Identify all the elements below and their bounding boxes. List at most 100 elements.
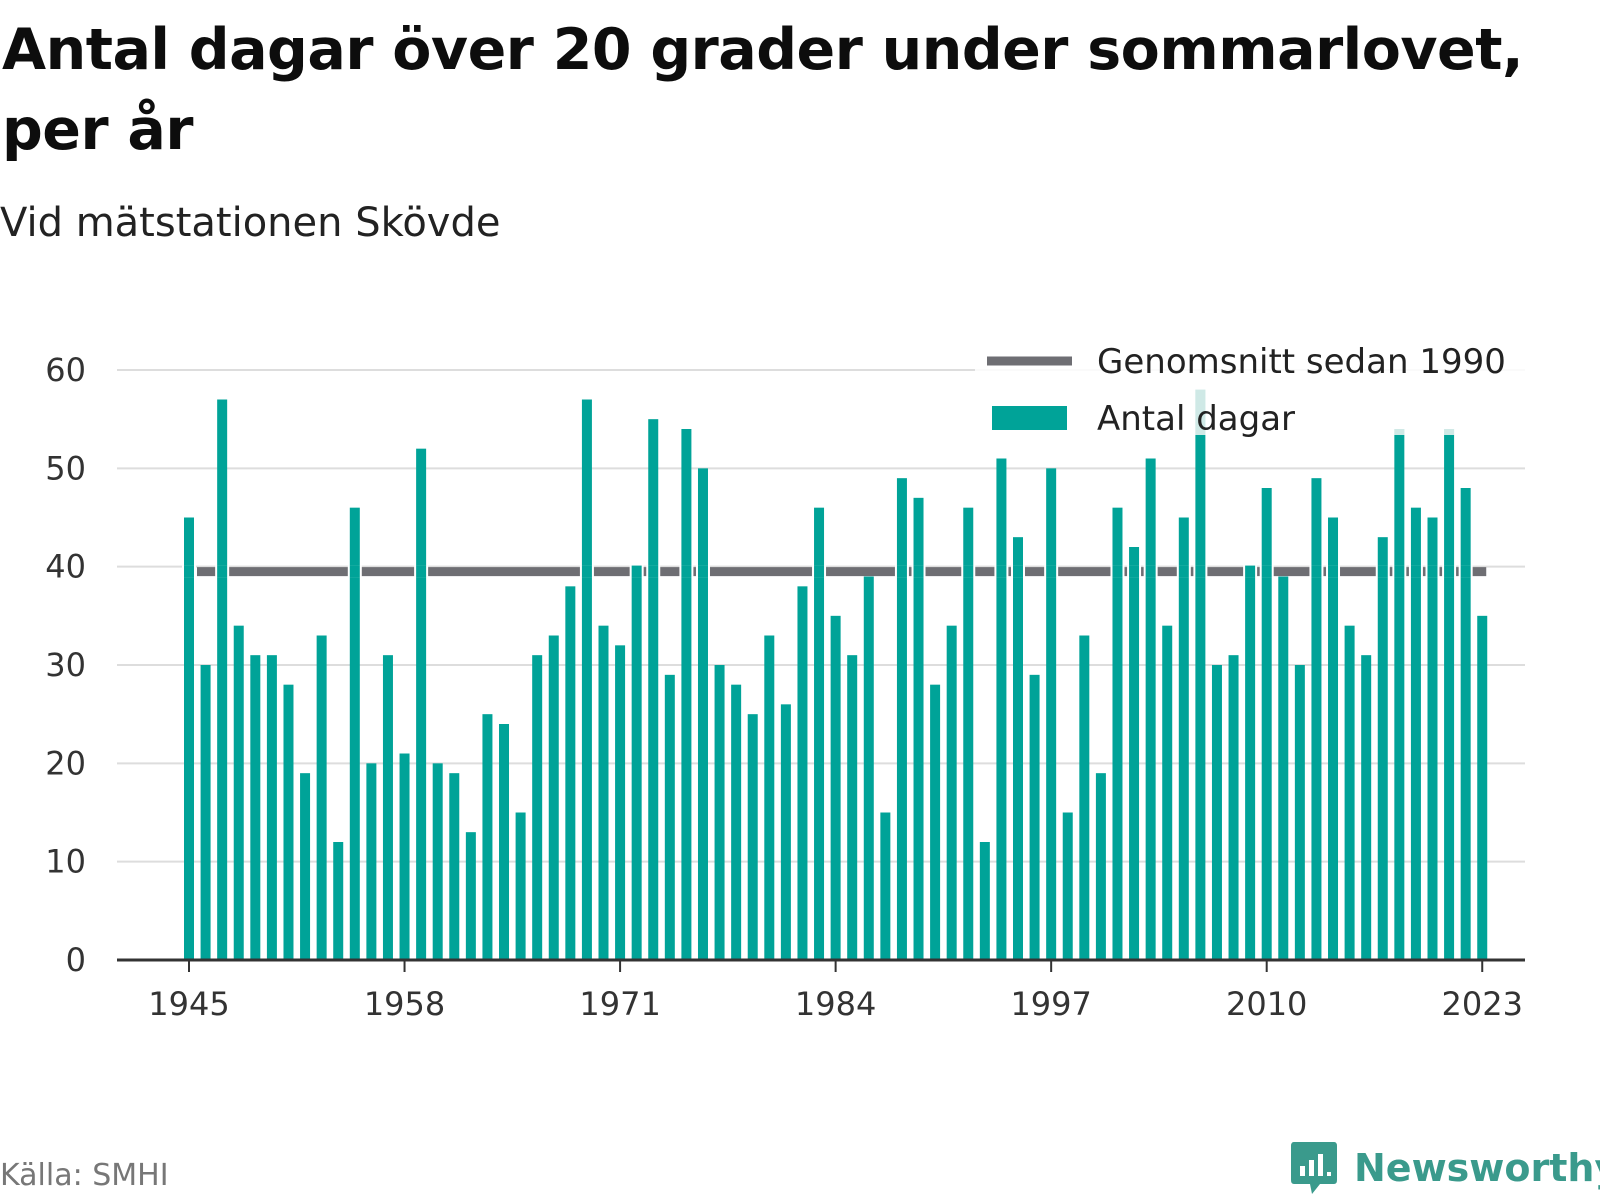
x-tick-label: 1984 [795, 985, 876, 1023]
x-tick-label: 1958 [364, 985, 445, 1023]
bar-overlap [681, 565, 692, 578]
y-axis-ticks: 0 10 20 30 40 50 60 [45, 351, 86, 979]
bar [1228, 655, 1239, 960]
bar [1013, 537, 1023, 960]
bar [300, 773, 311, 960]
bar [1095, 773, 1106, 960]
bar [814, 507, 825, 960]
bar [416, 448, 427, 960]
bar [449, 773, 460, 960]
newsworthy-logo-icon [1291, 1142, 1337, 1194]
bar [548, 635, 559, 960]
bar-overlap [1245, 565, 1256, 578]
bar [930, 684, 941, 960]
bar [1178, 517, 1189, 960]
bar-overlap [1195, 565, 1206, 578]
bar [979, 842, 990, 960]
bar-overlap [648, 565, 659, 578]
bar [1046, 468, 1057, 960]
bar [482, 714, 493, 960]
bar-overlap [1394, 565, 1405, 578]
bar-overlap [1046, 565, 1057, 578]
bar [250, 655, 261, 960]
bar [1477, 615, 1488, 960]
legend-background [975, 330, 1535, 435]
bar [382, 655, 393, 960]
bar [780, 704, 791, 960]
bar [1344, 625, 1355, 960]
bar [1444, 429, 1455, 960]
bar [913, 497, 924, 960]
bar [598, 625, 609, 960]
bar [399, 753, 410, 960]
bar [731, 684, 742, 960]
bar [499, 724, 510, 960]
bar [432, 763, 443, 960]
x-tick-label: 1945 [148, 985, 229, 1023]
bar [1211, 665, 1222, 960]
bar-overlap [1112, 565, 1123, 578]
bar [1328, 517, 1339, 960]
bar-overlap [1261, 565, 1272, 578]
bar [714, 665, 725, 960]
bar [1311, 478, 1322, 960]
bar-overlap [1129, 565, 1140, 578]
bar [1377, 537, 1388, 960]
bar-overlap [1013, 565, 1023, 578]
bar [1261, 488, 1272, 960]
bar-overlap [1410, 565, 1421, 578]
bar-legend-overlap [1195, 389, 1206, 435]
bar [747, 714, 758, 960]
bar-overlap [349, 565, 360, 578]
bar-legend-overlap [1394, 429, 1405, 435]
y-tick-label: 0 [66, 941, 86, 979]
y-tick-label: 60 [45, 351, 86, 389]
bar-overlap [1328, 565, 1339, 578]
bar-overlap [217, 565, 228, 578]
bar [1294, 665, 1305, 960]
bar-overlap [581, 565, 592, 578]
bars [184, 389, 1488, 961]
bar-overlap [1460, 565, 1471, 578]
bar [1410, 507, 1421, 960]
bar [880, 812, 891, 960]
bar [996, 458, 1007, 960]
bar [830, 615, 841, 960]
bar-chart: 0 10 20 30 40 50 60 1945 1958 1971 1984 1997 2010 20… [45, 330, 1535, 1023]
bar-overlap [1311, 565, 1322, 578]
bar [366, 763, 377, 960]
bar [1079, 635, 1090, 960]
bar-overlap [963, 565, 974, 578]
bar [1278, 576, 1289, 960]
x-tick-label: 2010 [1226, 985, 1307, 1023]
y-tick-label: 30 [45, 646, 86, 684]
bar-overlap [1178, 565, 1189, 578]
legend-bar-swatch [992, 406, 1067, 430]
bar [697, 468, 708, 960]
bar [615, 645, 626, 960]
bar [581, 399, 592, 960]
bar [1427, 517, 1438, 960]
bar-overlap [416, 565, 427, 578]
bar [333, 842, 344, 960]
bar [1162, 625, 1173, 960]
y-tick-label: 50 [45, 449, 86, 487]
bar-legend-overlap [1444, 429, 1455, 435]
bar [963, 507, 974, 960]
bar [316, 635, 327, 960]
x-tick-label: 1997 [1010, 985, 1091, 1023]
bar [1460, 488, 1471, 960]
bar [266, 655, 277, 960]
bar [648, 419, 659, 961]
bar [681, 429, 692, 960]
x-axis-ticks: 1945 1958 1971 1984 1997 2010 2023 [148, 960, 1523, 1023]
brand-logo[interactable]: Newsworthy [1290, 1140, 1600, 1196]
bar-overlap [913, 565, 924, 578]
chart-title: Antal dagar över 20 grader under sommarl… [2, 17, 1524, 163]
bar [217, 399, 228, 960]
bar [1195, 389, 1206, 961]
chart-subtitle: Vid mätstationen Skövde [0, 200, 501, 246]
bar [664, 674, 675, 960]
bar-overlap [896, 565, 907, 578]
legend-label-bars: Antal dagar [1097, 399, 1295, 439]
